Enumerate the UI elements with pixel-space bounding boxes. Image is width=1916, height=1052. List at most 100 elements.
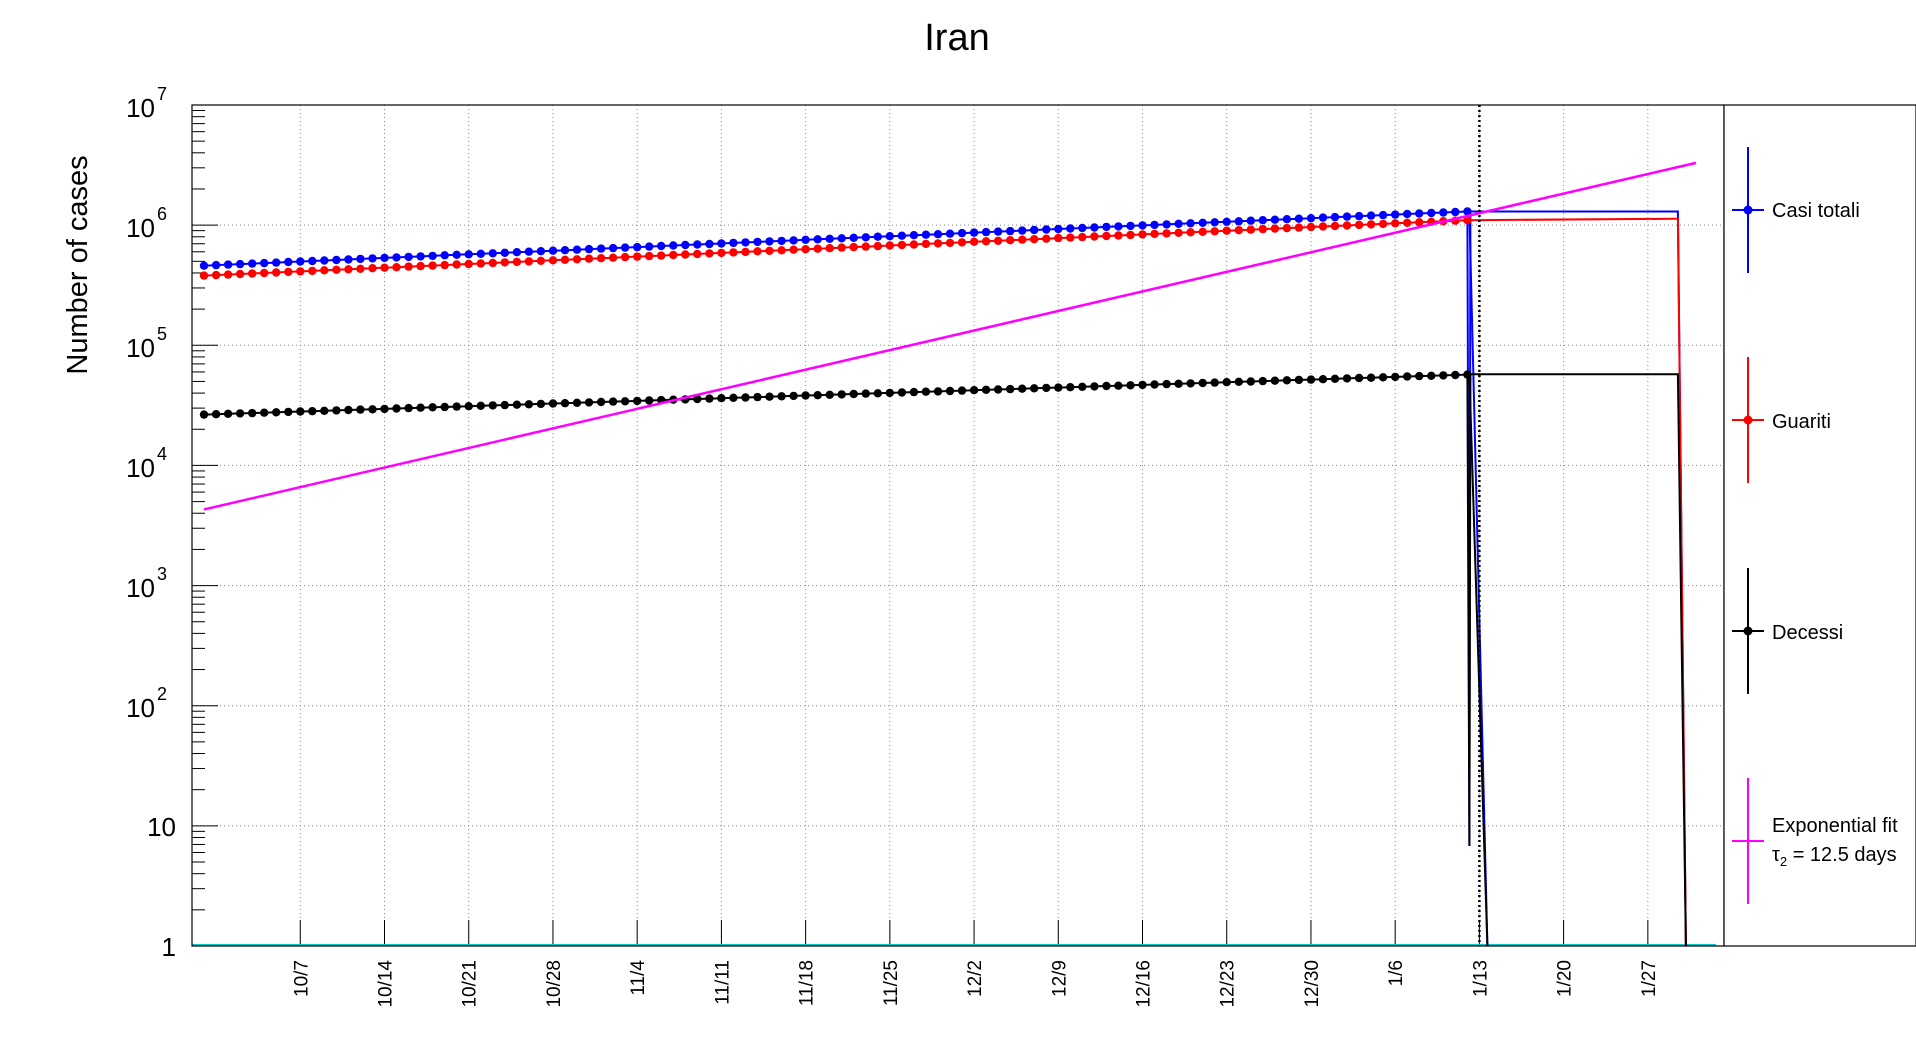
data-point-casi-totali: [512, 248, 522, 257]
data-point-guariti: [380, 263, 389, 272]
data-point-decessi: [1018, 384, 1027, 393]
legend-entry-exponential-fit: Exponential fit τ2 = 12.5 days: [1732, 778, 1898, 904]
data-point-guariti: [416, 261, 425, 271]
x-tick-label: 11/18: [797, 960, 818, 1006]
data-point-casi-totali: [1246, 216, 1256, 225]
data-point-casi-totali: [248, 259, 257, 268]
x-tick-label: 12/9: [1049, 960, 1070, 997]
x-tick-label: 10/21: [460, 960, 481, 1008]
data-point-decessi: [933, 387, 943, 396]
data-point-guariti: [1162, 229, 1171, 238]
data-point-guariti: [705, 249, 714, 258]
data-point-guariti: [199, 271, 209, 280]
data-point-casi-totali: [969, 228, 979, 237]
data-point-casi-totali: [1427, 208, 1436, 218]
data-point-casi-totali: [320, 256, 329, 265]
data-point-decessi: [440, 402, 449, 412]
x-tick-label: 12/30: [1302, 960, 1323, 1008]
data-point-guariti: [1294, 223, 1304, 232]
data-point-decessi: [596, 397, 606, 407]
data-point-decessi: [1427, 371, 1436, 380]
data-point-guariti: [957, 238, 967, 247]
data-point-guariti: [320, 266, 329, 275]
y-tick-label-1e6: 10: [126, 213, 155, 243]
data-point-decessi: [428, 403, 437, 412]
data-point-casi-totali: [428, 251, 437, 261]
data-point-casi-totali: [1366, 211, 1376, 220]
data-point-guariti: [248, 269, 257, 278]
data-point-casi-totali: [548, 246, 558, 255]
data-point-decessi: [1006, 384, 1015, 394]
data-point-casi-totali: [789, 236, 798, 245]
x-tick-label: 1/20: [1555, 960, 1576, 997]
data-point-casi-totali: [765, 237, 774, 246]
legend-label-fit-line1: Exponential fit: [1772, 815, 1898, 837]
data-point-guariti: [548, 256, 558, 265]
y-tick-label-1e5-exp: 5: [157, 324, 167, 344]
data-point-guariti: [849, 242, 858, 252]
data-point-decessi: [645, 396, 654, 405]
x-tick-label: 12/23: [1218, 960, 1239, 1008]
data-point-decessi: [921, 387, 931, 396]
data-point-casi-totali: [260, 258, 269, 268]
x-tick-label: 10/7: [291, 960, 312, 997]
data-point-guariti: [428, 261, 437, 270]
data-point-decessi: [1234, 377, 1244, 386]
x-tick-label: 11/25: [881, 960, 902, 1006]
data-point-decessi: [741, 393, 750, 402]
data-point-decessi: [909, 387, 919, 397]
data-point-decessi: [1174, 379, 1183, 388]
data-point-guariti: [861, 242, 870, 251]
data-point-casi-totali: [933, 230, 943, 239]
data-point-casi-totali: [284, 257, 293, 267]
data-point-guariti: [1150, 229, 1159, 239]
data-point-decessi: [416, 403, 425, 412]
data-point-guariti: [837, 243, 846, 252]
data-point-guariti: [1463, 216, 1472, 225]
data-point-casi-totali: [296, 257, 305, 266]
data-point-guariti: [1042, 234, 1051, 243]
data-point-guariti: [633, 252, 642, 261]
data-point-casi-totali: [1378, 210, 1388, 220]
data-point-casi-totali: [332, 255, 341, 265]
data-point-casi-totali: [1463, 207, 1472, 216]
data-point-guariti: [1114, 231, 1123, 240]
data-point-guariti: [1090, 232, 1099, 241]
data-point-guariti: [620, 252, 630, 262]
y-tick-label-1e2-exp: 2: [157, 684, 167, 704]
data-point-casi-totali: [380, 253, 389, 263]
data-point-guariti: [741, 247, 750, 257]
data-point-casi-totali: [199, 261, 209, 270]
y-tick-label-1e3-exp: 3: [157, 564, 167, 584]
data-point-casi-totali: [1126, 221, 1135, 231]
data-point-decessi: [969, 386, 979, 395]
data-point-guariti: [524, 257, 534, 266]
x-tick-label: 10/14: [376, 960, 397, 1008]
data-point-decessi: [693, 394, 702, 404]
data-point-guariti: [1318, 222, 1328, 231]
data-point-casi-totali: [945, 229, 955, 238]
legend-label-casi-totali: Casi totali: [1772, 200, 1860, 222]
data-point-guariti: [1198, 227, 1207, 236]
data-point-guariti: [1234, 226, 1244, 235]
legend-box: [1723, 104, 1916, 947]
data-point-decessi: [801, 391, 810, 400]
data-point-decessi: [813, 391, 822, 400]
legend-marker-casi-totali-dot: [1743, 205, 1753, 215]
data-point-decessi: [320, 406, 329, 415]
data-point-guariti: [993, 236, 1003, 245]
data-point-guariti: [885, 241, 894, 250]
data-point-decessi: [753, 392, 762, 402]
legend-label-guariti: Guariti: [1772, 411, 1831, 433]
data-point-guariti: [1066, 233, 1075, 242]
data-point-decessi: [1054, 383, 1063, 392]
data-point-guariti: [1366, 220, 1376, 229]
data-point-casi-totali: [921, 230, 931, 239]
data-point-casi-totali: [705, 239, 714, 249]
data-point-guariti: [572, 255, 582, 264]
data-point-casi-totali: [1451, 207, 1460, 217]
data-point-decessi: [1210, 378, 1219, 387]
data-point-guariti: [1078, 232, 1087, 242]
data-point-casi-totali: [211, 260, 221, 270]
data-point-guariti: [969, 237, 979, 246]
